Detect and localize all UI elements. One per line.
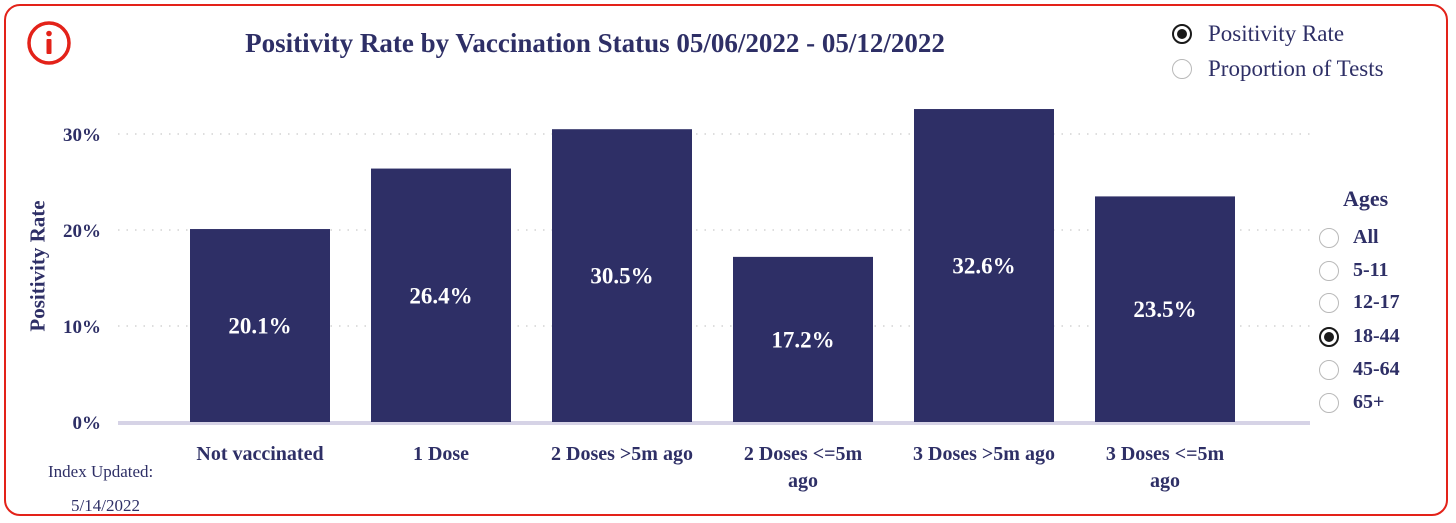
x-tick-label: Not vaccinated bbox=[196, 443, 323, 465]
metric-option-label: Positivity Rate bbox=[1208, 21, 1345, 46]
x-tick-label: 2 Doses <=5m bbox=[744, 443, 863, 465]
index-updated-label: Index Updated: bbox=[48, 462, 154, 481]
radio-icon[interactable] bbox=[1319, 359, 1339, 380]
age-option-all[interactable]: All bbox=[1319, 226, 1379, 249]
bar bbox=[552, 129, 692, 422]
radio-icon[interactable] bbox=[1319, 292, 1339, 313]
age-option-12-17[interactable]: 12-17 bbox=[1319, 291, 1400, 314]
x-tick-label: 1 Dose bbox=[413, 443, 469, 465]
bar bbox=[371, 168, 511, 422]
bar bbox=[914, 109, 1054, 422]
age-option-18-44[interactable]: 18-44 bbox=[1319, 325, 1400, 348]
x-tick-label: 3 Doses >5m ago bbox=[913, 443, 1055, 465]
x-tick-label: 2 Doses >5m ago bbox=[551, 443, 693, 465]
bar-value-label: 30.5% bbox=[590, 264, 653, 289]
bar-value-label: 23.5% bbox=[1133, 297, 1196, 322]
x-tick-label: ago bbox=[788, 470, 818, 492]
age-option-label: 12-17 bbox=[1353, 291, 1400, 313]
age-option-label: 18-44 bbox=[1353, 325, 1400, 347]
chart-title: Positivity Rate by Vaccination Status 05… bbox=[245, 28, 945, 58]
radio-icon[interactable] bbox=[1319, 260, 1339, 281]
bar bbox=[1095, 196, 1235, 422]
radio-icon[interactable] bbox=[1172, 24, 1192, 44]
age-option-label: 65+ bbox=[1353, 391, 1385, 413]
radio-icon[interactable] bbox=[1319, 227, 1339, 248]
age-option-label: 45-64 bbox=[1353, 358, 1400, 380]
metric-option-label: Proportion of Tests bbox=[1208, 56, 1384, 81]
bar-value-label: 32.6% bbox=[952, 254, 1015, 279]
age-option-label: 5-11 bbox=[1353, 259, 1389, 281]
y-tick-label: 30% bbox=[63, 125, 101, 146]
y-tick-label: 20% bbox=[63, 221, 101, 242]
metric-option-proportion-of-tests[interactable]: Proportion of Tests bbox=[1172, 56, 1384, 82]
age-option-5-11[interactable]: 5-11 bbox=[1319, 259, 1389, 282]
chart-frame bbox=[4, 4, 1448, 516]
x-axis-baseline bbox=[118, 421, 1310, 425]
index-updated-date: 5/14/2022 bbox=[71, 496, 140, 515]
age-option-45-64[interactable]: 45-64 bbox=[1319, 358, 1400, 381]
info-icon[interactable] bbox=[25, 19, 73, 67]
radio-icon[interactable] bbox=[1172, 59, 1192, 79]
x-tick-label: ago bbox=[1150, 470, 1180, 492]
ages-filter-title: Ages bbox=[1343, 186, 1389, 211]
y-tick-label: 0% bbox=[73, 413, 102, 434]
bar-value-label: 26.4% bbox=[409, 283, 472, 308]
age-option-65-plus[interactable]: 65+ bbox=[1319, 391, 1384, 414]
age-option-label: All bbox=[1353, 226, 1379, 248]
bar bbox=[190, 229, 330, 422]
metric-option-positivity-rate[interactable]: Positivity Rate bbox=[1172, 21, 1344, 47]
x-tick-label: 3 Doses <=5m bbox=[1106, 443, 1225, 465]
bar bbox=[733, 256, 873, 422]
radio-icon[interactable] bbox=[1319, 392, 1339, 413]
radio-icon[interactable] bbox=[1319, 326, 1339, 347]
y-tick-label: 10% bbox=[63, 317, 101, 338]
bar-value-label: 17.2% bbox=[771, 327, 834, 352]
bar-value-label: 20.1% bbox=[228, 314, 291, 339]
